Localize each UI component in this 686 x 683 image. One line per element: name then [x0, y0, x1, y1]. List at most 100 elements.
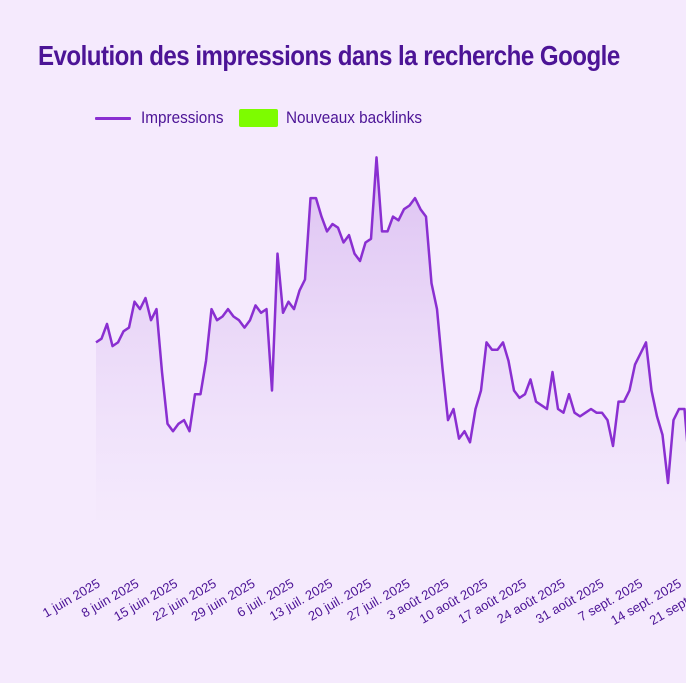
impressions-point[interactable]	[441, 366, 445, 370]
impressions-point[interactable]	[386, 229, 390, 233]
impressions-point[interactable]	[655, 414, 659, 418]
impressions-point[interactable]	[166, 422, 170, 426]
impressions-point[interactable]	[595, 411, 599, 415]
impressions-point[interactable]	[221, 315, 225, 319]
impressions-point[interactable]	[265, 307, 269, 311]
impressions-point[interactable]	[171, 429, 175, 433]
impressions-point[interactable]	[369, 237, 373, 241]
impressions-point[interactable]	[413, 196, 417, 200]
impressions-point[interactable]	[320, 215, 324, 219]
impressions-point[interactable]	[188, 429, 192, 433]
impressions-point[interactable]	[408, 204, 412, 208]
impressions-point[interactable]	[584, 411, 588, 415]
impressions-point[interactable]	[523, 392, 527, 396]
impressions-point[interactable]	[391, 215, 395, 219]
impressions-point[interactable]	[270, 389, 274, 393]
impressions-point[interactable]	[545, 407, 549, 411]
impressions-point[interactable]	[232, 315, 236, 319]
impressions-point[interactable]	[298, 289, 302, 293]
impressions-point[interactable]	[144, 296, 148, 300]
impressions-point[interactable]	[215, 318, 219, 322]
impressions-point[interactable]	[204, 359, 208, 363]
impressions-point[interactable]	[364, 241, 368, 245]
impressions-point[interactable]	[336, 226, 340, 230]
impressions-point[interactable]	[512, 389, 516, 393]
impressions-point[interactable]	[303, 278, 307, 282]
impressions-point[interactable]	[380, 229, 384, 233]
impressions-point[interactable]	[529, 377, 533, 381]
impressions-point[interactable]	[94, 340, 98, 344]
impressions-point[interactable]	[155, 307, 159, 311]
impressions-point[interactable]	[589, 407, 593, 411]
impressions-point[interactable]	[116, 340, 120, 344]
impressions-point[interactable]	[358, 259, 362, 263]
impressions-point[interactable]	[347, 233, 351, 237]
impressions-point[interactable]	[534, 400, 538, 404]
impressions-point[interactable]	[518, 396, 522, 400]
impressions-point[interactable]	[276, 252, 280, 256]
impressions-point[interactable]	[149, 318, 153, 322]
impressions-point[interactable]	[677, 407, 681, 411]
impressions-point[interactable]	[133, 300, 137, 304]
impressions-point[interactable]	[479, 389, 483, 393]
impressions-point[interactable]	[490, 348, 494, 352]
impressions-point[interactable]	[424, 215, 428, 219]
impressions-point[interactable]	[485, 340, 489, 344]
impressions-point[interactable]	[501, 340, 505, 344]
impressions-point[interactable]	[446, 418, 450, 422]
impressions-point[interactable]	[661, 433, 665, 437]
impressions-point[interactable]	[540, 403, 544, 407]
impressions-point[interactable]	[397, 218, 401, 222]
impressions-point[interactable]	[463, 429, 467, 433]
impressions-point[interactable]	[628, 389, 632, 393]
impressions-point[interactable]	[237, 318, 241, 322]
impressions-point[interactable]	[177, 422, 181, 426]
impressions-point[interactable]	[342, 241, 346, 245]
impressions-point[interactable]	[644, 340, 648, 344]
impressions-point[interactable]	[281, 311, 285, 315]
impressions-point[interactable]	[193, 392, 197, 396]
impressions-point[interactable]	[556, 407, 560, 411]
impressions-point[interactable]	[600, 411, 604, 415]
impressions-point[interactable]	[248, 318, 252, 322]
impressions-point[interactable]	[650, 389, 654, 393]
impressions-point[interactable]	[622, 400, 626, 404]
impressions-point[interactable]	[666, 481, 670, 485]
legend-item-backlinks[interactable]: Nouveaux backlinks	[238, 108, 429, 128]
impressions-point[interactable]	[578, 414, 582, 418]
impressions-point[interactable]	[573, 411, 577, 415]
impressions-point[interactable]	[111, 344, 115, 348]
impressions-point[interactable]	[100, 337, 104, 341]
impressions-point[interactable]	[672, 418, 676, 422]
impressions-point[interactable]	[562, 411, 566, 415]
legend-item-impressions[interactable]: Impressions	[95, 108, 225, 128]
impressions-point[interactable]	[435, 307, 439, 311]
impressions-point[interactable]	[419, 207, 423, 211]
impressions-point[interactable]	[138, 307, 142, 311]
impressions-point[interactable]	[182, 418, 186, 422]
impressions-line[interactable]	[95, 156, 686, 485]
impressions-point[interactable]	[474, 407, 478, 411]
impressions-point[interactable]	[226, 307, 230, 311]
impressions-point[interactable]	[507, 359, 511, 363]
impressions-point[interactable]	[105, 322, 109, 326]
impressions-point[interactable]	[199, 392, 203, 396]
impressions-point[interactable]	[353, 252, 357, 256]
impressions-point[interactable]	[430, 281, 434, 285]
impressions-point[interactable]	[314, 196, 318, 200]
impressions-point[interactable]	[287, 300, 291, 304]
impressions-point[interactable]	[331, 222, 335, 226]
impressions-point[interactable]	[309, 196, 313, 200]
impressions-point[interactable]	[496, 348, 500, 352]
impressions-point[interactable]	[551, 370, 555, 374]
impressions-point[interactable]	[402, 207, 406, 211]
impressions-point[interactable]	[633, 363, 637, 367]
impressions-point[interactable]	[375, 155, 379, 159]
impressions-point[interactable]	[639, 352, 643, 356]
impressions-point[interactable]	[468, 440, 472, 444]
impressions-point[interactable]	[259, 311, 263, 315]
impressions-point[interactable]	[292, 307, 296, 311]
impressions-point[interactable]	[617, 400, 621, 404]
impressions-point[interactable]	[567, 392, 571, 396]
impressions-point[interactable]	[325, 229, 329, 233]
